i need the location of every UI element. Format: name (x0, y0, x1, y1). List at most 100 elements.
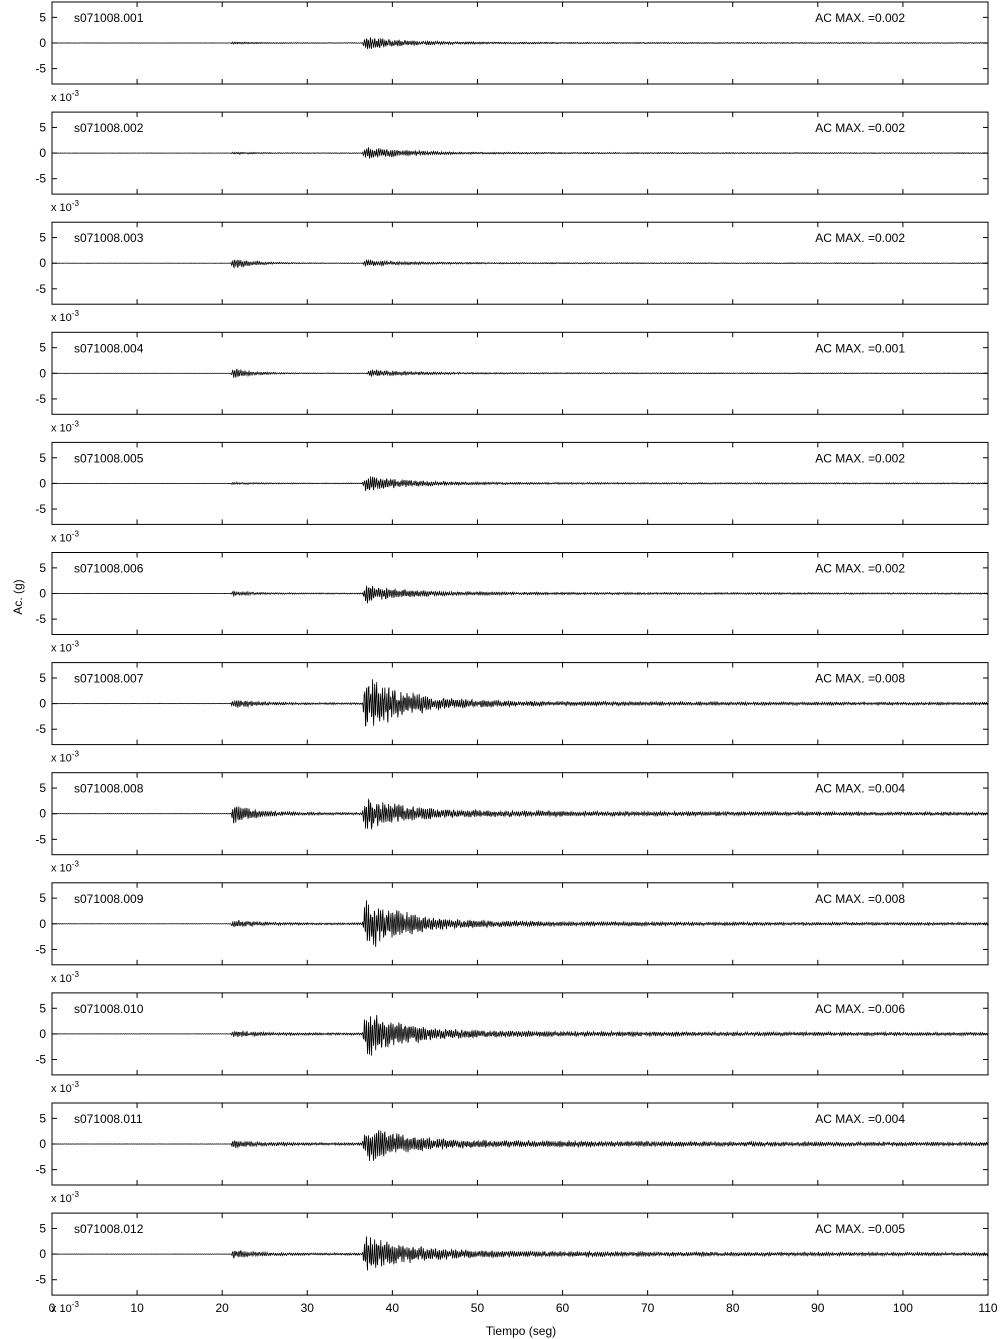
y-scale-factor: x 10-3 (51, 970, 79, 985)
series-name: s071008.008 (74, 782, 144, 796)
series-line (51, 368, 988, 378)
x-tick-label: 110 (978, 1301, 997, 1315)
y-scale-factor: x 10-3 (51, 1190, 79, 1205)
y-scale-factor: x 10-3 (51, 309, 79, 324)
x-tick-label: 100 (893, 1301, 913, 1315)
series-line (51, 147, 988, 159)
y-tick-label: 5 (39, 1221, 46, 1235)
y-tick-label: -5 (35, 502, 46, 516)
y-tick-label: 5 (39, 341, 46, 355)
series-line (51, 1236, 989, 1271)
ac-max-label: AC MAX. =0.005 (815, 1222, 905, 1236)
y-scale-factor: x 10-3 (51, 199, 79, 214)
x-tick-label: 30 (301, 1301, 315, 1315)
series-name: s071008.010 (74, 1002, 144, 1016)
panel: 5 0 -5 s071008.004 AC MAX. =0.001 x 10-3 (35, 331, 989, 434)
y-tick-label: 0 (39, 587, 46, 601)
x-tick-label: 70 (641, 1301, 655, 1315)
series-line (51, 1014, 988, 1056)
y-tick-label: -5 (35, 172, 46, 186)
y-tick-label: -5 (35, 62, 46, 76)
x-tick-label: 10 (130, 1301, 144, 1315)
x-tick-label: 20 (216, 1301, 230, 1315)
ac-max-label: AC MAX. =0.004 (815, 782, 905, 796)
series-line (51, 900, 988, 948)
y-scale-factor: x 10-3 (51, 750, 79, 765)
series-name: s071008.003 (74, 231, 144, 245)
series-line (51, 37, 988, 49)
y-tick-label: -5 (35, 942, 46, 956)
panel: 5 0 -5 s071008.003 AC MAX. =0.002 x 10-3 (35, 221, 989, 324)
panel: 5 0 -5 s071008.005 AC MAX. =0.002 x 10-3 (35, 441, 989, 544)
y-tick-label: 0 (39, 697, 46, 711)
y-tick-label: 5 (39, 891, 46, 905)
x-axis: 0 10 20 30 40 50 60 70 80 90 100 110 (49, 1301, 998, 1315)
panel: 5 0 -5 s071008.008 AC MAX. =0.004 x 10-3 (35, 772, 989, 875)
x-tick-label: 0 (49, 1301, 56, 1315)
y-tick-label: 0 (39, 807, 46, 821)
series-name: s071008.004 (74, 341, 144, 355)
y-tick-label: -5 (35, 1053, 46, 1067)
ac-max-label: AC MAX. =0.002 (815, 231, 905, 245)
y-tick-label: 5 (39, 561, 46, 575)
y-scale-factor: x 10-3 (51, 419, 79, 434)
y-tick-label: -5 (35, 282, 46, 296)
ac-max-label: AC MAX. =0.006 (815, 1002, 905, 1016)
y-tick-label: 5 (39, 671, 46, 685)
y-tick-label: -5 (35, 832, 46, 846)
series-line (51, 259, 988, 269)
y-tick-label: 0 (39, 256, 46, 270)
y-tick-label: -5 (35, 392, 46, 406)
panel: 5 0 -5 s071008.001 AC MAX. =0.002 x 10-3 (35, 1, 989, 104)
panel: 5 0 -5 s071008.007 AC MAX. =0.008 x 10-3 (35, 662, 989, 765)
y-axis-label: Ac. (g) (11, 579, 25, 614)
ac-max-label: AC MAX. =0.002 (815, 11, 905, 25)
y-tick-label: 5 (39, 781, 46, 795)
y-tick-label: 5 (39, 120, 46, 134)
x-axis-label: Tiempo (seg) (486, 1324, 556, 1338)
y-tick-label: -5 (35, 1163, 46, 1177)
y-tick-label: 5 (39, 451, 46, 465)
series-name: s071008.007 (74, 672, 144, 686)
y-scale-factor: x 10-3 (51, 1080, 79, 1095)
series-name: s071008.002 (74, 121, 144, 135)
y-tick-label: 5 (39, 231, 46, 245)
ac-max-label: AC MAX. =0.008 (815, 892, 905, 906)
y-tick-label: 0 (39, 146, 46, 160)
x-tick-label: 50 (471, 1301, 485, 1315)
ac-max-label: AC MAX. =0.002 (815, 451, 905, 465)
ac-max-label: AC MAX. =0.004 (815, 1112, 905, 1126)
series-line (51, 679, 988, 727)
y-scale-factor: x 10-3 (51, 529, 79, 544)
ac-max-label: AC MAX. =0.008 (815, 672, 905, 686)
y-tick-label: 0 (39, 1247, 46, 1261)
y-tick-label: 0 (39, 1137, 46, 1151)
series-line (51, 798, 988, 830)
series-line (51, 1130, 988, 1162)
y-tick-label: 0 (39, 36, 46, 50)
ac-max-label: AC MAX. =0.002 (815, 121, 905, 135)
y-tick-label: -5 (35, 1273, 46, 1287)
series-name: s071008.006 (74, 562, 144, 576)
y-tick-label: -5 (35, 722, 46, 736)
y-tick-label: 5 (39, 1111, 46, 1125)
ac-max-label: AC MAX. =0.001 (815, 341, 905, 355)
y-scale-factor: x 10-3 (51, 1300, 79, 1315)
x-tick-label: 90 (811, 1301, 825, 1315)
y-tick-label: 0 (39, 1027, 46, 1041)
y-tick-label: 0 (39, 476, 46, 490)
y-tick-label: 5 (39, 10, 46, 24)
series-name: s071008.012 (74, 1222, 144, 1236)
panel: 5 0 -5 s071008.006 AC MAX. =0.002 x 10-3 (35, 552, 989, 655)
y-tick-label: 0 (39, 917, 46, 931)
x-tick-label: 40 (386, 1301, 400, 1315)
y-scale-factor: x 10-3 (51, 640, 79, 655)
series-line (51, 476, 988, 491)
y-tick-label: 5 (39, 1001, 46, 1015)
panel: 5 0 -5 s071008.009 AC MAX. =0.008 x 10-3 (35, 882, 989, 985)
x-tick-label: 80 (726, 1301, 740, 1315)
series-name: s071008.005 (74, 451, 144, 465)
